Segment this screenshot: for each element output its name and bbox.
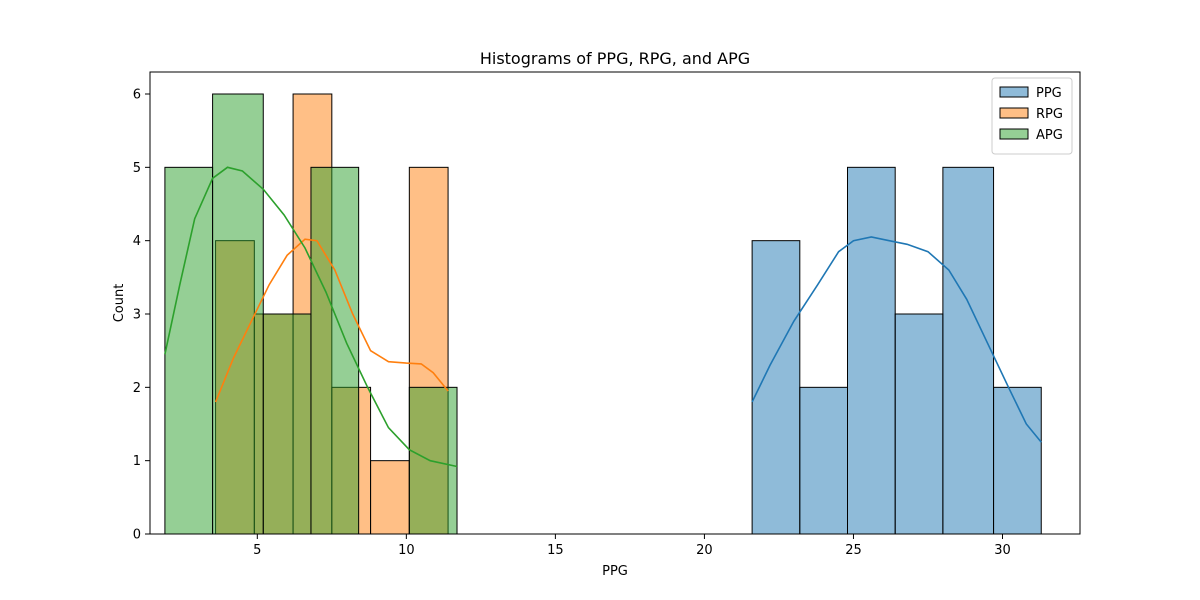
x-axis-label: PPG: [602, 564, 628, 579]
kde-line-rpg: [214, 238, 449, 403]
bar-apg-2: [262, 313, 312, 535]
chart-title: Histograms of PPG, RPG, and APG: [480, 49, 750, 68]
bar-apg-3: [310, 166, 360, 535]
kde-line-ppg: [751, 236, 1042, 443]
bar-apg-0: [164, 166, 214, 535]
bar-ppg-5: [993, 386, 1042, 535]
y-tick-label-5: 5: [133, 161, 141, 176]
legend-label-ppg: PPG: [1036, 86, 1062, 101]
y-tick-label-2: 2: [133, 381, 141, 396]
y-tick-label-4: 4: [133, 234, 141, 249]
x-tick-label-30: 30: [994, 543, 1011, 558]
bar-ppg-3: [894, 313, 944, 535]
x-tick-label-25: 25: [845, 543, 862, 558]
legend-swatch-rpg: [999, 107, 1029, 119]
bar-ppg-4: [942, 166, 995, 535]
legend-swatch-apg: [999, 128, 1029, 140]
y-axis: 0 1 2 3 4 5 6: [133, 88, 150, 543]
legend: PPG RPG APG: [991, 77, 1073, 155]
kde-line-apg: [164, 166, 458, 468]
y-axis-label: Count: [112, 284, 127, 323]
legend-label-rpg: RPG: [1036, 107, 1063, 122]
y-tick-label-0: 0: [133, 528, 141, 543]
plot-frame: [149, 71, 1081, 535]
bar-ppg-1: [799, 386, 848, 535]
bar-ppg-2: [847, 166, 896, 535]
bar-rpg-4: [370, 460, 410, 535]
x-tick-label-15: 15: [547, 543, 564, 558]
x-tick-label-20: 20: [696, 543, 713, 558]
x-tick-label-10: 10: [398, 543, 415, 558]
y-tick-label-1: 1: [133, 454, 141, 469]
y-tick-label-6: 6: [133, 88, 141, 103]
plot-area: [164, 93, 1042, 535]
legend-swatch-ppg: [999, 86, 1029, 98]
series-ppg-bars: [751, 166, 1042, 535]
y-tick-label-3: 3: [133, 308, 141, 323]
x-tick-label-5: 5: [253, 543, 261, 558]
x-axis: 5 10 15 20 25 30: [253, 534, 1011, 558]
legend-label-apg: APG: [1036, 128, 1063, 143]
